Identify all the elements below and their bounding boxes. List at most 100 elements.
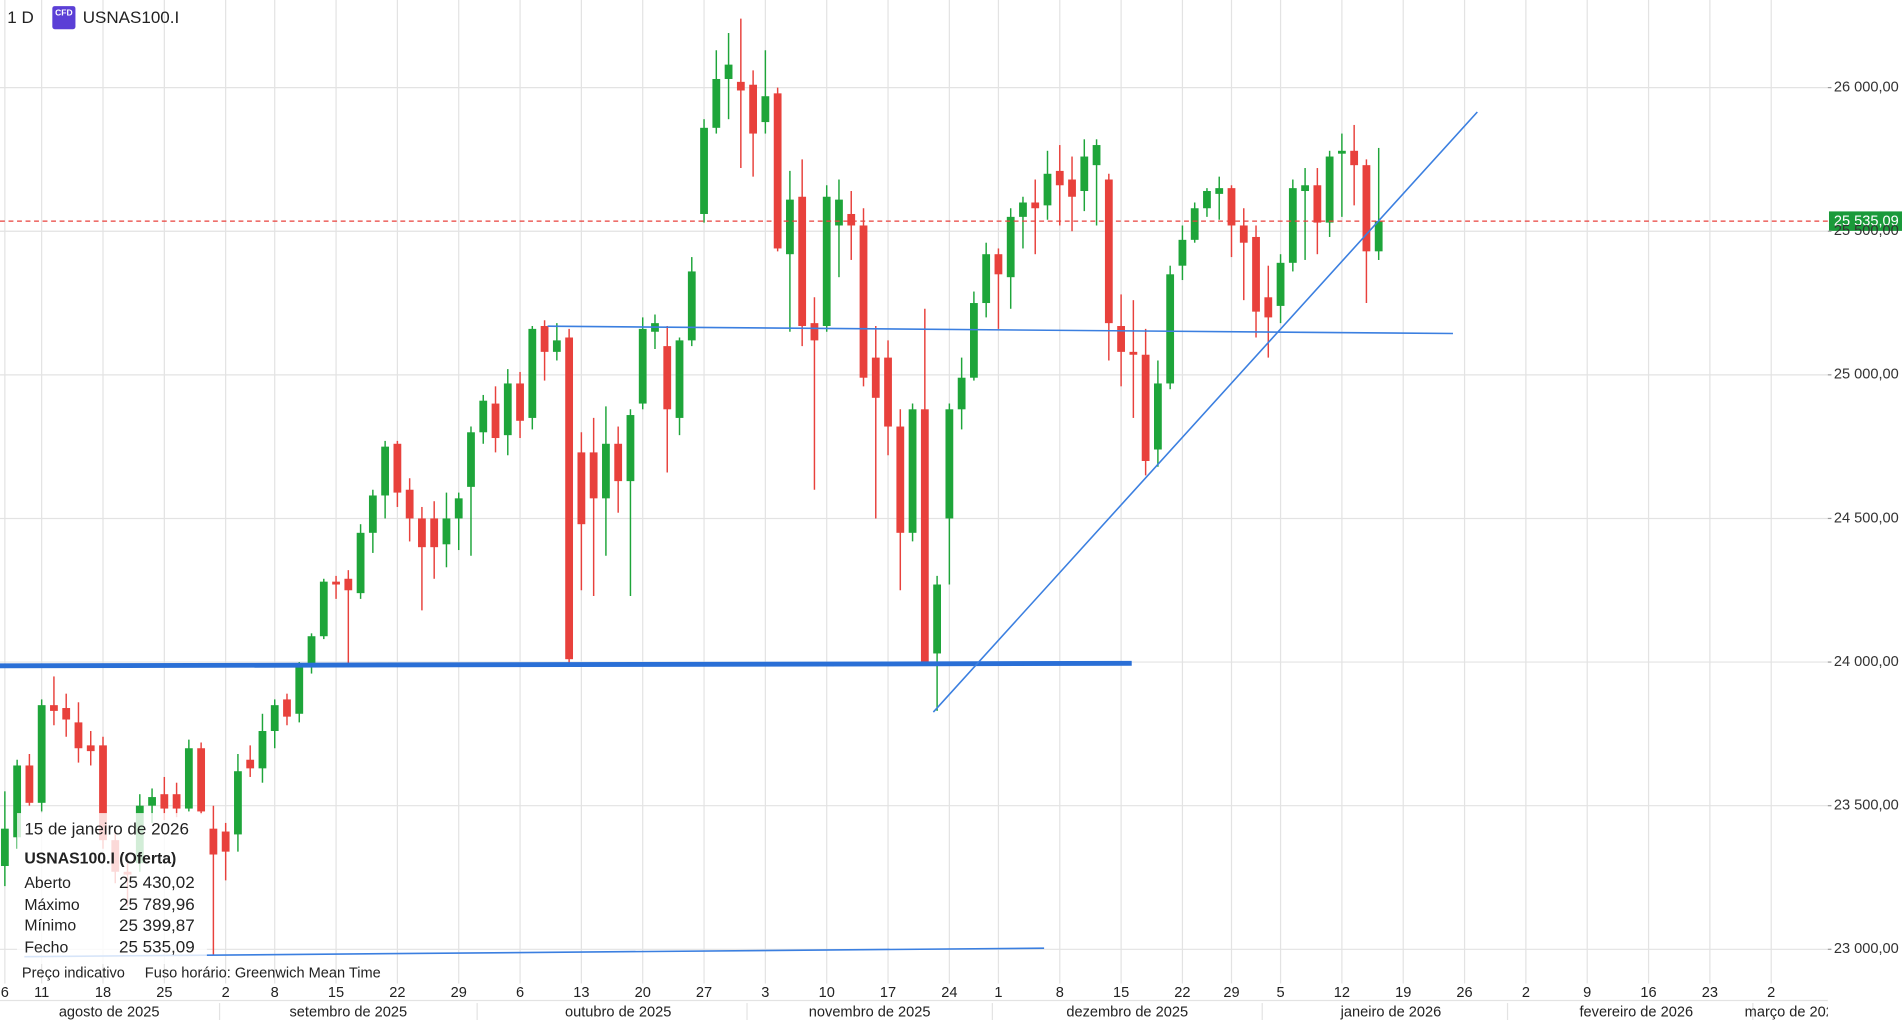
trend-line bbox=[932, 111, 1478, 713]
candle-body bbox=[1055, 170, 1064, 186]
candle-body bbox=[430, 518, 439, 548]
header: 1 D CFD USNAS100.I bbox=[7, 6, 179, 30]
timeframe: 1 D bbox=[7, 8, 33, 27]
x-tick-label: 26 bbox=[1456, 985, 1472, 1001]
candle-body bbox=[503, 383, 512, 436]
month-label: agosto de 2025 bbox=[59, 1005, 160, 1020]
candle-body bbox=[540, 326, 549, 352]
y-tick-label: 24 500,00 bbox=[1834, 510, 1899, 526]
month-label: setembro de 2025 bbox=[290, 1005, 408, 1020]
candle-body bbox=[393, 443, 402, 493]
candle-body bbox=[1337, 150, 1346, 154]
candle-body bbox=[234, 771, 242, 835]
info-box: 15 de janeiro de 2026 USNAS100.I (Oferta… bbox=[17, 813, 381, 982]
month-label: fevereiro de 2026 bbox=[1579, 1005, 1693, 1020]
candle-body bbox=[749, 84, 758, 134]
last-price: 25 535,09 bbox=[0, 211, 1902, 231]
info-label: Fecho bbox=[24, 939, 68, 956]
x-tick-label: 22 bbox=[389, 985, 405, 1001]
info-value: 25 399,87 bbox=[119, 916, 195, 935]
last-price-box bbox=[1828, 211, 1902, 231]
x-tick-label: 22 bbox=[1174, 985, 1190, 1001]
horizontal-line bbox=[547, 325, 1453, 335]
candle-body bbox=[736, 81, 745, 91]
candle-body bbox=[994, 254, 1003, 275]
candle-body bbox=[258, 731, 267, 769]
y-tick-label: 24 000,00 bbox=[1834, 654, 1899, 670]
candle-body bbox=[1129, 351, 1138, 355]
candle-body bbox=[405, 489, 414, 519]
candle-body bbox=[871, 357, 880, 398]
x-tick-label: 27 bbox=[696, 985, 712, 1001]
candle-body bbox=[418, 518, 426, 548]
y-tick-label: 23 500,00 bbox=[1834, 798, 1899, 814]
y-tick-label: 23 000,00 bbox=[1834, 941, 1899, 957]
candle-body bbox=[37, 705, 46, 803]
candle-body bbox=[957, 377, 966, 410]
candle-body bbox=[1104, 179, 1113, 324]
candle-body bbox=[638, 328, 647, 404]
x-tick-label: 15 bbox=[328, 985, 344, 1001]
candle-body bbox=[491, 403, 500, 439]
x-tick-label: 5 bbox=[1276, 985, 1284, 1001]
y-tick-label: 26 000,00 bbox=[1834, 79, 1899, 95]
candle-body bbox=[675, 340, 684, 418]
candle-body bbox=[798, 196, 807, 327]
x-tick-label: 1 bbox=[994, 985, 1002, 1001]
candle-body bbox=[74, 722, 83, 749]
candle-body bbox=[344, 578, 353, 591]
x-tick-label: 17 bbox=[880, 985, 896, 1001]
candle-body bbox=[1227, 188, 1236, 226]
candle-body bbox=[920, 409, 929, 663]
x-tick-label: 24 bbox=[941, 985, 957, 1001]
candle-body bbox=[516, 383, 524, 421]
candle-body bbox=[589, 452, 598, 499]
candle-body bbox=[602, 443, 610, 499]
candle-body bbox=[626, 415, 635, 482]
candle-body bbox=[1203, 191, 1211, 209]
month-label: outubro de 2025 bbox=[565, 1005, 671, 1020]
info-value: 25 535,09 bbox=[119, 938, 195, 957]
x-tick-label: 2 bbox=[222, 985, 230, 1001]
candle-body bbox=[1190, 208, 1199, 240]
candle-body bbox=[1031, 202, 1040, 209]
candle-body bbox=[221, 831, 230, 852]
candle-body bbox=[1252, 236, 1260, 312]
candle-body bbox=[1154, 383, 1162, 450]
candle-body bbox=[270, 705, 279, 732]
x-tick-label: 11 bbox=[34, 985, 49, 1001]
candle-body bbox=[0, 828, 9, 867]
candle-body bbox=[687, 271, 696, 341]
support-line bbox=[0, 660, 1132, 669]
x-tick-label: 8 bbox=[1056, 985, 1064, 1001]
candle-body bbox=[1092, 145, 1101, 166]
candle-body bbox=[970, 303, 978, 378]
x-tick-label: 19 bbox=[1395, 985, 1411, 1001]
candle-body bbox=[1362, 165, 1371, 252]
footer-timezone: Fuso horário: Greenwich Mean Time bbox=[145, 966, 381, 982]
candle-body bbox=[700, 127, 708, 214]
candle-body bbox=[663, 346, 672, 410]
x-tick-label: 6 bbox=[1, 985, 9, 1001]
candle-body bbox=[1019, 202, 1027, 217]
y-tick-label: 25 000,00 bbox=[1834, 367, 1899, 383]
candle-body bbox=[25, 765, 34, 803]
candles bbox=[0, 18, 1383, 956]
candle-body bbox=[1166, 274, 1175, 384]
x-tick-label: 12 bbox=[1334, 985, 1350, 1001]
symbol: USNAS100.I bbox=[83, 8, 179, 27]
month-label: março de 2026 bbox=[1745, 1005, 1842, 1020]
x-tick-label: 18 bbox=[95, 985, 111, 1001]
candle-body bbox=[148, 797, 156, 806]
candle-body bbox=[209, 828, 218, 855]
candle-body bbox=[1068, 179, 1076, 197]
candle-body bbox=[332, 581, 340, 585]
candle-body bbox=[1374, 221, 1383, 252]
candle-body bbox=[822, 196, 831, 327]
x-tick-label: 20 bbox=[635, 985, 651, 1001]
last-price-label: 25 535,09 bbox=[1834, 214, 1899, 230]
candle-body bbox=[307, 636, 316, 665]
footer-note: Preço indicativo bbox=[22, 966, 125, 982]
candle-body bbox=[565, 337, 574, 660]
